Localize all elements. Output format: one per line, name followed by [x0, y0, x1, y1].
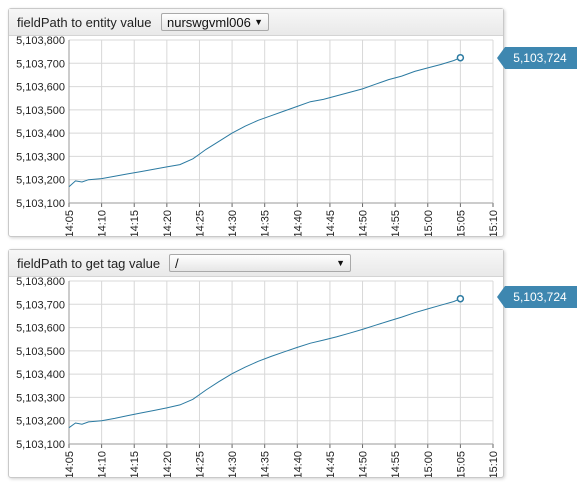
y-tick-label: 5,103,100 — [16, 198, 65, 210]
x-tick-label: 14:15 — [129, 210, 141, 236]
chevron-down-icon[interactable]: ▼ — [254, 17, 263, 27]
widget-title: fieldPath to entity value — [17, 15, 152, 30]
x-tick-label: 15:05 — [455, 210, 467, 236]
chart-widget-tag: fieldPath to get tag value / ▼ 5,103,100… — [8, 249, 504, 478]
x-tick-label: 15:05 — [455, 451, 467, 477]
last-value-point — [456, 53, 465, 62]
y-tick-label: 5,103,500 — [16, 346, 65, 358]
x-tick-label: 14:15 — [129, 451, 141, 477]
widget-header: fieldPath to entity value nurswgvml006 ▼ — [9, 9, 503, 36]
y-tick-label: 5,103,400 — [16, 128, 65, 140]
x-tick-label: 14:50 — [358, 210, 370, 236]
x-tick-label: 15:10 — [488, 451, 500, 477]
x-tick-label: 14:20 — [162, 451, 174, 477]
widget-title: fieldPath to get tag value — [17, 256, 161, 271]
entity-select-value: nurswgvml006 — [167, 15, 251, 30]
y-tick-label: 5,103,400 — [16, 369, 65, 381]
x-tick-label: 14:25 — [194, 210, 206, 236]
widget-header: fieldPath to get tag value / ▼ — [9, 250, 503, 277]
x-tick-label: 14:30 — [227, 451, 239, 477]
y-tick-label: 5,103,600 — [16, 323, 65, 335]
y-tick-label: 5,103,800 — [16, 277, 65, 288]
y-tick-label: 5,103,600 — [16, 82, 65, 94]
x-tick-label: 14:10 — [97, 451, 109, 477]
x-tick-label: 14:25 — [194, 451, 206, 477]
last-value-callout: 5,103,724 — [497, 47, 577, 69]
x-tick-label: 14:30 — [227, 210, 239, 236]
y-tick-label: 5,103,300 — [16, 151, 65, 163]
y-tick-label: 5,103,500 — [16, 105, 65, 117]
x-tick-label: 14:45 — [325, 210, 337, 236]
y-tick-label: 5,103,300 — [16, 392, 65, 404]
x-tick-label: 14:35 — [260, 451, 272, 477]
line-chart: 5,103,100 5,103,200 5,103,300 5,103,400 5,10… — [16, 36, 500, 236]
x-tick-label: 14:05 — [64, 210, 76, 236]
y-tick-label: 5,103,800 — [16, 36, 65, 47]
x-tick-label: 14:55 — [390, 210, 402, 236]
callout-shape — [497, 286, 577, 308]
last-value-point — [456, 294, 465, 303]
chart-widget-entity: fieldPath to entity value nurswgvml006 ▼… — [8, 8, 504, 237]
y-tick-label: 5,103,100 — [16, 439, 65, 451]
y-tick-label: 5,103,200 — [16, 175, 65, 187]
x-tick-label: 15:00 — [423, 451, 435, 477]
last-value-callout: 5,103,724 — [497, 286, 577, 308]
tag-select[interactable]: / ▼ — [169, 254, 351, 272]
y-tick-label: 5,103,200 — [16, 416, 65, 428]
x-tick-label: 14:40 — [292, 451, 304, 477]
line-chart: 5,103,100 5,103,200 5,103,300 5,103,400 5,10… — [16, 277, 500, 477]
x-tick-label: 14:05 — [64, 451, 76, 477]
x-tick-label: 14:55 — [390, 451, 402, 477]
tag-select-value: / — [175, 256, 179, 271]
x-tick-label: 14:50 — [358, 451, 370, 477]
x-tick-label: 14:45 — [325, 451, 337, 477]
y-tick-label: 5,103,700 — [16, 299, 65, 311]
series-line — [68, 298, 461, 429]
last-value-label: 5,103,724 — [513, 290, 567, 304]
chevron-down-icon[interactable]: ▼ — [336, 258, 345, 268]
entity-select[interactable]: nurswgvml006 ▼ — [161, 13, 269, 31]
x-tick-label: 14:40 — [292, 210, 304, 236]
x-tick-label: 14:35 — [260, 210, 272, 236]
series-line — [68, 57, 461, 188]
x-tick-label: 15:10 — [488, 210, 500, 236]
callout-shape — [497, 47, 577, 69]
last-value-label: 5,103,724 — [513, 51, 567, 65]
x-tick-label: 14:10 — [97, 210, 109, 236]
y-tick-label: 5,103,700 — [16, 58, 65, 70]
x-tick-label: 14:20 — [162, 210, 174, 236]
x-tick-label: 15:00 — [423, 210, 435, 236]
